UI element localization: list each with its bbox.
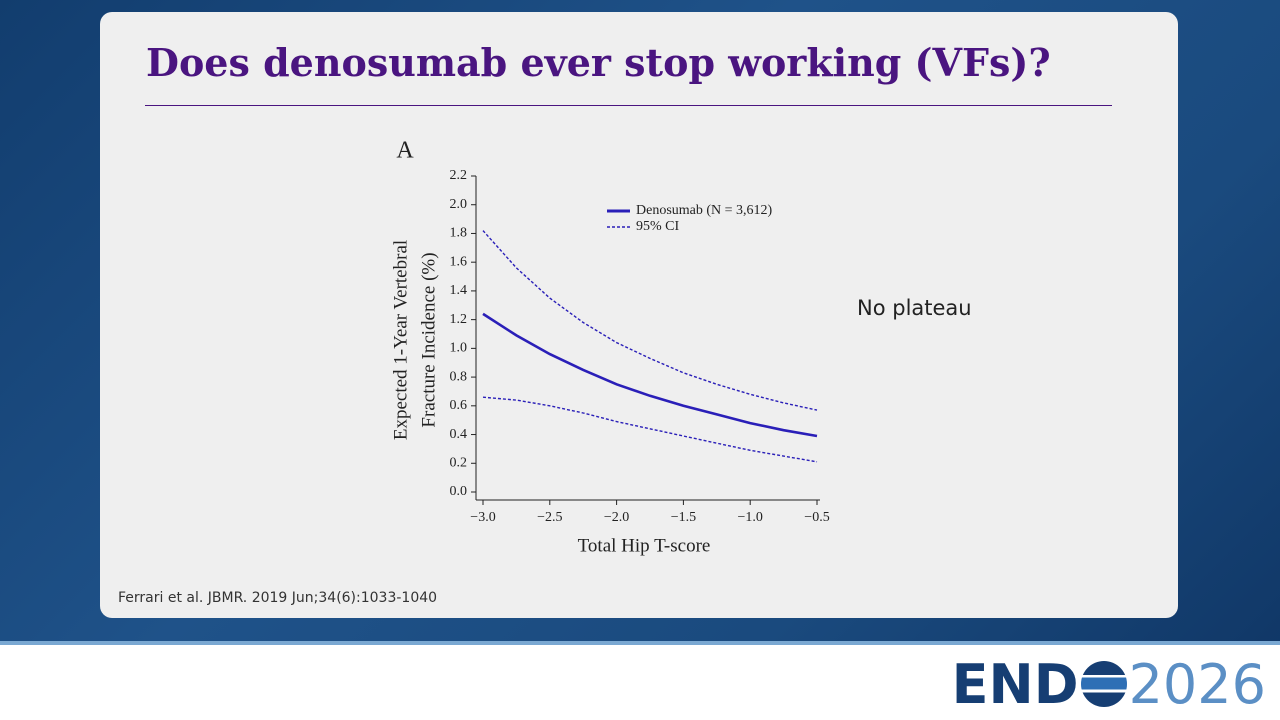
y-tick-label: 1.2 [450,312,468,327]
slide-title: Does denosumab ever stop working (VFs)? [146,40,1051,85]
y-tick-label: 0.0 [450,484,468,499]
logo-globe [1080,661,1127,707]
y-tick-label: 1.4 [450,283,468,298]
y-tick-label: 0.4 [450,427,468,442]
slide-card: Does denosumab ever stop working (VFs)? … [100,12,1178,618]
y-tick-label: 1.8 [450,226,468,241]
y-tick-label: 0.8 [450,369,468,384]
y-tick-label: 1.6 [450,254,468,269]
x-axis-label: Total Hip T-score [578,535,711,556]
x-tick-label: −1.0 [737,510,762,525]
legend-label: 95% CI [636,219,680,234]
x-tick-label: −3.0 [470,510,495,525]
x-tick-label: −0.5 [804,510,829,525]
series-line [482,230,818,411]
y-tick-label: 0.2 [450,455,468,470]
chart: A Total Hip T-score Expected 1-Year Vert… [390,138,829,557]
series-line [482,396,818,463]
citation: Ferrari et al. JBMR. 2019 Jun;34(6):1033… [118,590,438,606]
logo-right: 2026 [1128,653,1266,716]
y-tick-label: 2.2 [450,168,468,183]
series-line [482,312,818,438]
panel-label: A [396,138,414,164]
x-tick-label: −2.5 [537,510,562,525]
note: No plateau [857,296,972,320]
x-tick-label: −2.0 [604,510,629,525]
y-tick-label: 1.0 [450,341,468,356]
logo: END 2026 [952,655,1266,715]
y-tick-label: 2.0 [450,197,468,212]
y-axis-label: Fracture Incidence (%) [418,252,439,427]
legend-label: Denosumab (N = 3,612) [636,203,773,218]
x-tick-label: −1.5 [671,510,696,525]
title-rule [145,105,1112,106]
y-tick-label: 0.6 [450,398,468,413]
footer: END 2026 [0,641,1280,720]
logo-left: END [951,653,1079,716]
y-axis-label: Expected 1-Year Vertebral [390,240,411,440]
